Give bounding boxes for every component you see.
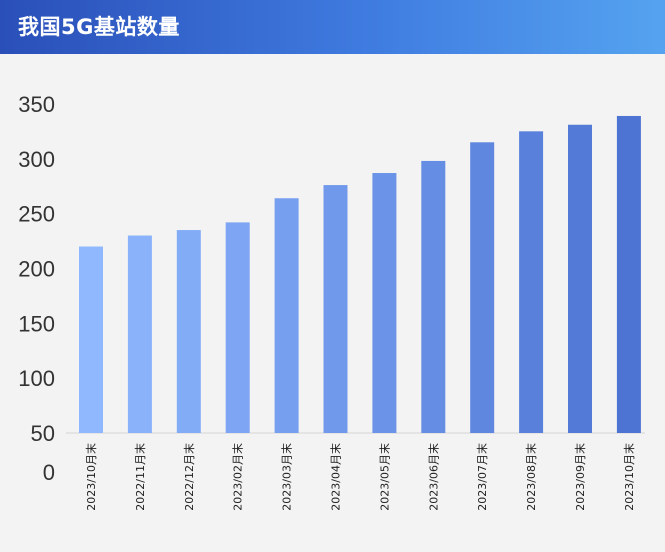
y-tick-label: 350: [18, 92, 55, 117]
bar: [421, 160, 446, 433]
x-tick-label: 2023/04月末: [329, 443, 343, 511]
x-tick-label: 2023/09月末: [573, 443, 587, 511]
y-tick-label: 250: [18, 202, 55, 227]
bar: [274, 198, 299, 433]
bar-chart: 0 50 100 150 200 250 300 350 2023/10月末 2022/11月末 2…: [18, 92, 645, 511]
y-tick-label: 150: [18, 311, 55, 336]
y-tick-label: 200: [18, 256, 55, 281]
x-tick-label: 2023/08月末: [524, 443, 538, 511]
x-tick-label: 2022/12月末: [182, 443, 196, 511]
chart-header: 我国5G基站数量: [0, 0, 665, 54]
bar: [372, 173, 397, 434]
x-tick-label: 2023/10月末: [84, 443, 98, 511]
bar: [519, 131, 544, 433]
x-tick-label: 2023/07月末: [475, 443, 489, 511]
x-tick-label: 2023/03月末: [280, 443, 294, 511]
y-tick-label: 0: [43, 460, 55, 485]
bar: [127, 235, 152, 433]
bar: [225, 222, 250, 433]
bar: [79, 246, 103, 433]
bar: [176, 230, 201, 433]
y-tick-label: 300: [18, 147, 55, 172]
bar: [616, 115, 641, 434]
chart-title: 我国5G基站数量: [18, 15, 180, 39]
y-tick-label: 50: [31, 421, 55, 446]
x-tick-label: 2023/05月末: [377, 443, 391, 511]
x-tick-label: 2023/02月末: [231, 443, 245, 511]
bar: [568, 124, 592, 434]
x-tick-label: 2022/11月末: [133, 443, 147, 511]
y-tick-label: 100: [18, 366, 55, 391]
x-tick-label: 2023/10月末: [622, 443, 636, 511]
bar: [470, 142, 495, 434]
bar: [323, 185, 348, 433]
x-tick-label: 2023/06月末: [426, 443, 440, 511]
